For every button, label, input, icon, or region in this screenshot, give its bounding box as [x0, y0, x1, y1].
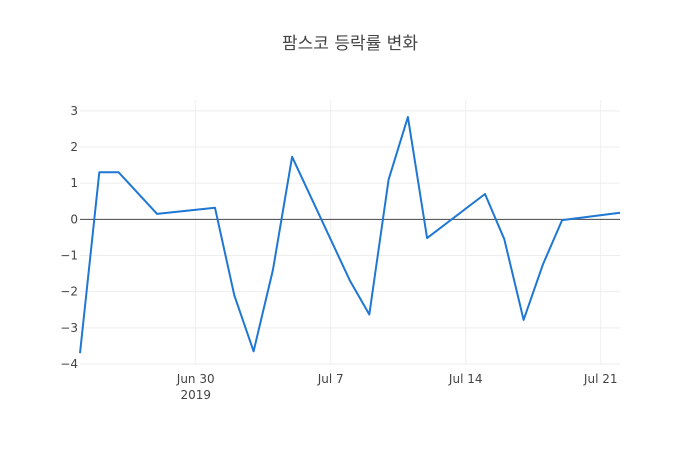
data-point: [232, 293, 236, 297]
y-tick-label: −4: [60, 357, 78, 371]
y-tick-label: 0: [70, 212, 78, 226]
data-point: [425, 236, 429, 240]
series-layer: [78, 115, 622, 355]
x-tick-label: Jul 21: [583, 372, 618, 386]
y-tick-label: −2: [60, 285, 78, 299]
data-point: [483, 192, 487, 196]
data-point: [213, 206, 217, 210]
data-point: [387, 178, 391, 182]
series-line: [79, 116, 621, 354]
x-tick-label: Jul 14: [448, 372, 483, 386]
x-axis-ticks: Jun 30 2019 Jul 7 Jul 14 Jul 21: [176, 372, 618, 402]
data-point: [502, 237, 506, 241]
x-tick-sublabel: 2019: [180, 388, 211, 402]
data-point: [155, 212, 159, 216]
data-point: [348, 279, 352, 283]
y-tick-label: 1: [70, 176, 78, 190]
data-point: [117, 170, 121, 174]
y-tick-label: −1: [60, 249, 78, 263]
y-axis-ticks: 3 2 1 0 −1 −2 −3 −4: [60, 104, 78, 371]
x-tick-label: Jul 7: [317, 372, 344, 386]
data-point: [541, 263, 545, 267]
y-tick-label: 3: [70, 104, 78, 118]
data-point: [367, 313, 371, 317]
data-point: [97, 170, 101, 174]
data-point: [522, 318, 526, 322]
data-point: [560, 218, 564, 222]
chart-title: 팜스코 등락률 변화: [282, 34, 418, 54]
x-tick-label: Jun 30: [176, 372, 215, 386]
y-tick-label: −3: [60, 321, 78, 335]
data-point: [618, 211, 622, 215]
data-point: [290, 155, 294, 159]
data-point: [78, 351, 82, 355]
data-point: [406, 115, 410, 119]
y-tick-label: 2: [70, 140, 78, 154]
gridlines: [80, 100, 620, 365]
data-point: [252, 349, 256, 353]
data-point: [271, 268, 275, 272]
